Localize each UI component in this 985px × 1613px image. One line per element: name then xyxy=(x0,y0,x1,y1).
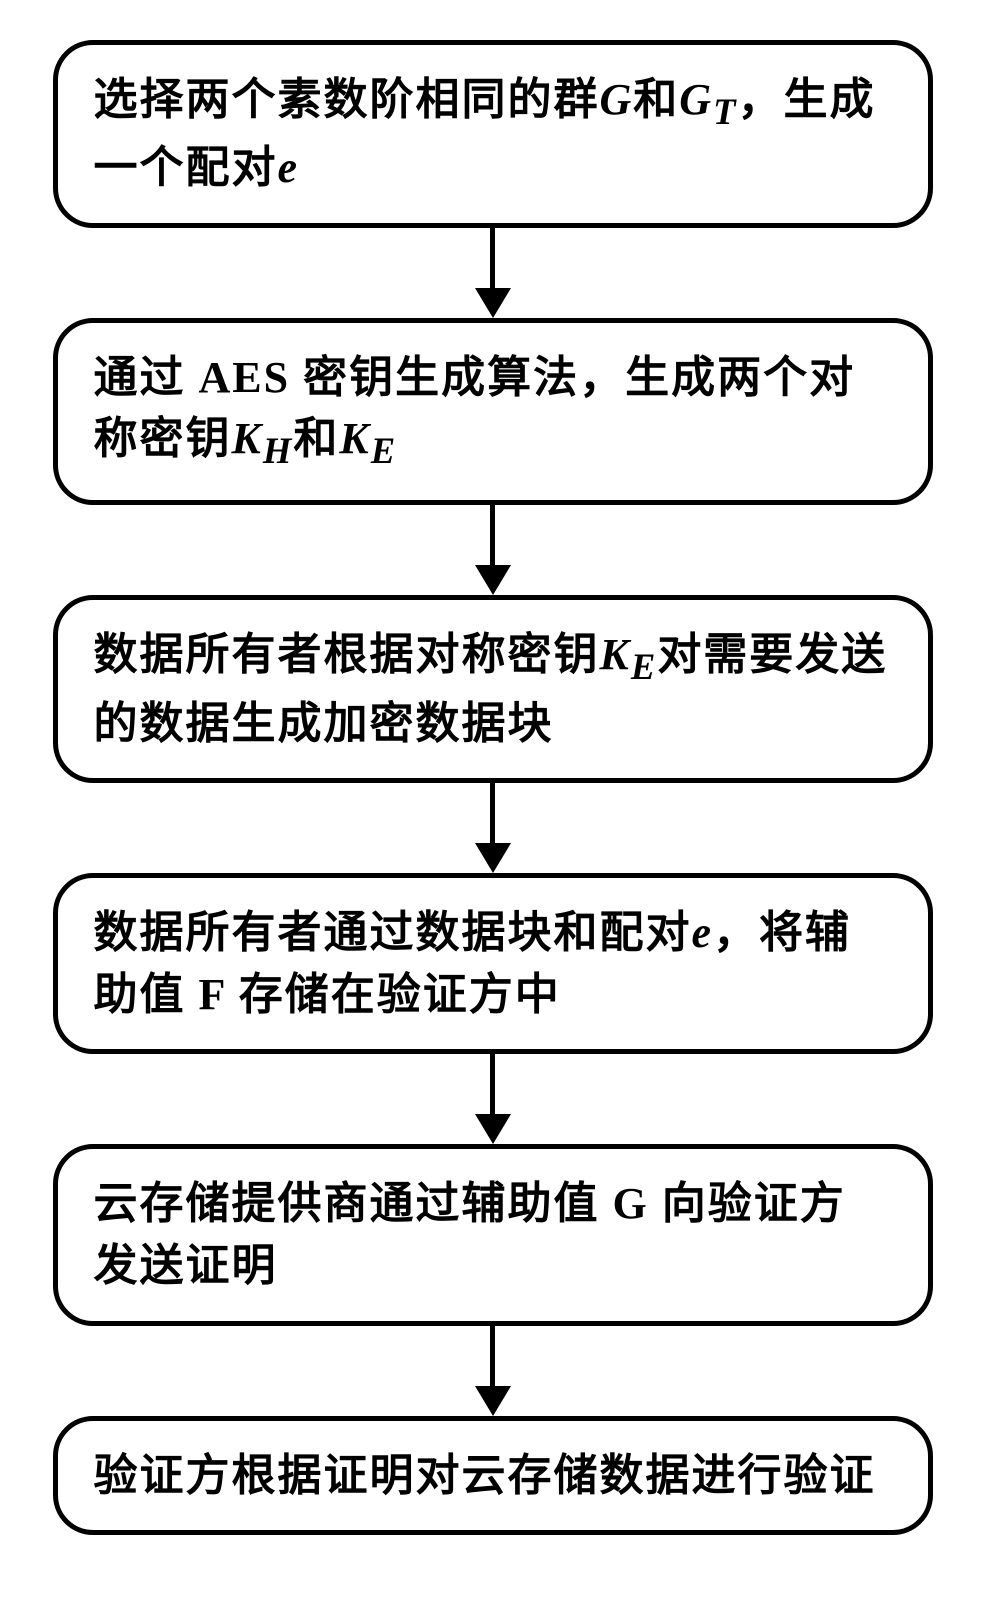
node-text: 数据所有者通过数据块和配对 xyxy=(94,908,692,957)
arrow-line xyxy=(490,1054,495,1114)
flowchart-arrow xyxy=(475,505,511,595)
node-math: K xyxy=(232,414,263,463)
node-text: 云存储提供商通过辅助值 G 向验证方发送证明 xyxy=(94,1179,846,1290)
arrow-line xyxy=(490,228,495,288)
node-math: G xyxy=(600,75,634,124)
node-math: e xyxy=(278,143,300,192)
node-sub: E xyxy=(371,430,397,471)
arrow-line xyxy=(490,783,495,843)
flowchart-node-step5: 云存储提供商通过辅助值 G 向验证方发送证明 xyxy=(53,1144,933,1325)
node-text: 通过 AES 密钥生成算法，生成两个对称密钥 xyxy=(94,353,856,464)
arrow-line xyxy=(490,1326,495,1386)
arrow-line xyxy=(490,505,495,565)
node-sub: T xyxy=(713,91,737,132)
flowchart-arrow xyxy=(475,228,511,318)
node-math: e xyxy=(692,908,714,957)
flowchart-arrow xyxy=(475,783,511,873)
flowchart-arrow xyxy=(475,1054,511,1144)
node-text: 验证方根据证明对云存储数据进行验证 xyxy=(94,1451,876,1500)
arrow-head xyxy=(475,565,511,595)
node-sub: H xyxy=(263,430,294,471)
flowchart-node-step1: 选择两个素数阶相同的群G和GT，生成一个配对e xyxy=(53,40,933,228)
node-text: 选择两个素数阶相同的群 xyxy=(94,75,600,124)
arrow-head xyxy=(475,1114,511,1144)
flowchart-container: 选择两个素数阶相同的群G和GT，生成一个配对e 通过 AES 密钥生成算法，生成… xyxy=(43,40,943,1535)
node-math: K xyxy=(600,630,631,679)
flowchart-arrow xyxy=(475,1326,511,1416)
flowchart-node-step3: 数据所有者根据对称密钥KE对需要发送的数据生成加密数据块 xyxy=(53,595,933,783)
node-text: 和 xyxy=(293,414,339,463)
node-sub: E xyxy=(631,646,657,687)
node-text: 数据所有者根据对称密钥 xyxy=(94,630,600,679)
flowchart-node-step6: 验证方根据证明对云存储数据进行验证 xyxy=(53,1416,933,1536)
flowchart-node-step2: 通过 AES 密钥生成算法，生成两个对称密钥KH和KE xyxy=(53,318,933,506)
node-text: 和 xyxy=(633,75,679,124)
arrow-head xyxy=(475,288,511,318)
arrow-head xyxy=(475,1386,511,1416)
node-math: K xyxy=(339,414,370,463)
flowchart-node-step4: 数据所有者通过数据块和配对e，将辅助值 F 存储在验证方中 xyxy=(53,873,933,1054)
arrow-head xyxy=(475,843,511,873)
node-math: G xyxy=(679,75,713,124)
